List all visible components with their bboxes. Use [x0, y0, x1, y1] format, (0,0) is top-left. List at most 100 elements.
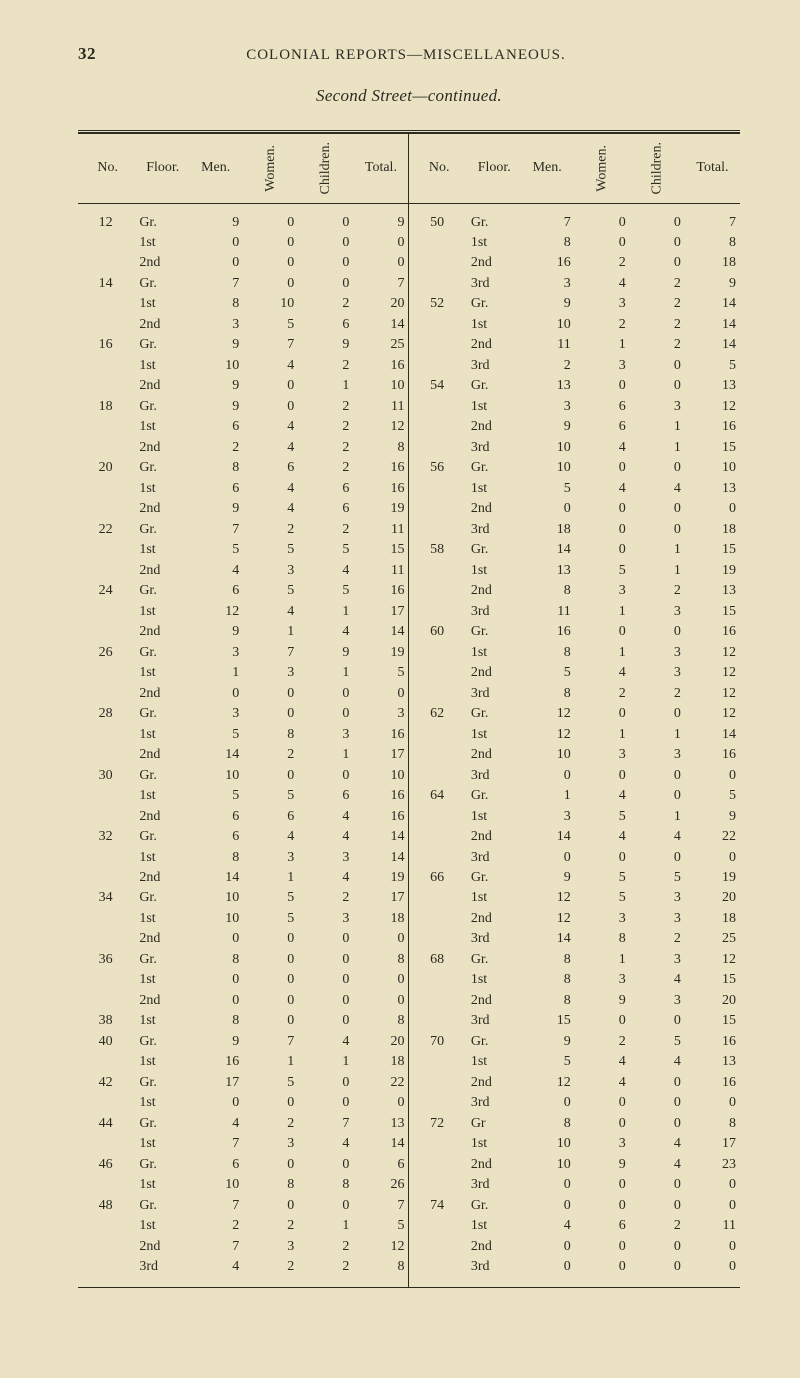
- cell-total: 18: [353, 1053, 409, 1073]
- table-row: 1st00001st8008: [78, 233, 740, 253]
- table-row: 1st1042163rd2305: [78, 356, 740, 376]
- cell-floor: Gr.: [137, 704, 188, 724]
- cell-women: 0: [243, 377, 298, 397]
- cell-no: [78, 1257, 137, 1287]
- cell-no: [78, 745, 137, 765]
- running-head: 32 COLONIAL REPORTS—MISCELLANEOUS.: [78, 44, 740, 64]
- table-row: 2nd9141460Gr.160016: [78, 622, 740, 642]
- table-row: 1st583161st121114: [78, 725, 740, 745]
- cell-floor: 3rd: [469, 520, 520, 540]
- table-row: 2nd732122nd0000: [78, 1237, 740, 1257]
- cell-children: 0: [298, 1073, 353, 1093]
- table-row: 24Gr.655162nd83213: [78, 581, 740, 601]
- cell-total: 9: [685, 807, 740, 827]
- cell-floor: 3rd: [469, 684, 520, 704]
- cell-floor: Gr.: [137, 520, 188, 540]
- cell-total: 8: [353, 1257, 409, 1287]
- cell-no: [78, 1237, 137, 1257]
- cell-children: 0: [298, 1196, 353, 1216]
- cell-floor: 2nd: [469, 745, 520, 765]
- cell-men: 0: [188, 233, 243, 253]
- cell-no: [409, 1257, 469, 1287]
- cell-women: 4: [243, 479, 298, 499]
- cell-total: 11: [685, 1216, 740, 1236]
- cell-children: 9: [298, 643, 353, 663]
- cell-men: 3: [520, 397, 575, 417]
- cell-no: [409, 971, 469, 991]
- cell-floor: 1st: [137, 971, 188, 991]
- table-row: 18Gr.902111st36312: [78, 397, 740, 417]
- cell-children: 2: [298, 459, 353, 479]
- cell-men: 8: [188, 1012, 243, 1032]
- cell-children: 2: [630, 336, 685, 356]
- cell-women: 3: [575, 295, 630, 315]
- cell-children: 6: [298, 315, 353, 335]
- table-row: 2nd356141st102214: [78, 315, 740, 335]
- cell-no: [78, 725, 137, 745]
- cell-floor: 2nd: [137, 868, 188, 888]
- cell-women: 5: [243, 540, 298, 560]
- cell-children: 2: [630, 274, 685, 294]
- cell-floor: 1st: [137, 1135, 188, 1155]
- cell-no: [78, 479, 137, 499]
- table-row: 46Gr.60062nd109423: [78, 1155, 740, 1175]
- cell-no: [409, 766, 469, 786]
- running-head-title: COLONIAL REPORTS—MISCELLANEOUS.: [96, 47, 716, 64]
- cell-children: 0: [630, 622, 685, 642]
- cell-floor: 3rd: [469, 602, 520, 622]
- cell-women: 0: [575, 1196, 630, 1216]
- cell-no: [409, 397, 469, 417]
- cell-total: 15: [353, 540, 409, 560]
- th-total-right: Total.: [685, 134, 740, 204]
- cell-children: 3: [630, 602, 685, 622]
- cell-women: 0: [243, 1155, 298, 1175]
- cell-no: 36: [78, 950, 137, 970]
- cell-no: [409, 930, 469, 950]
- cell-no: [409, 909, 469, 929]
- cell-children: 8: [298, 1175, 353, 1195]
- cell-women: 2: [243, 1257, 298, 1287]
- cell-no: [409, 315, 469, 335]
- cell-floor: Gr.: [469, 786, 520, 806]
- table-row: 2nd9011054Gr.130013: [78, 377, 740, 397]
- cell-total: 16: [353, 581, 409, 601]
- cell-total: 16: [685, 745, 740, 765]
- cell-children: 4: [630, 1053, 685, 1073]
- th-men-left: Men.: [188, 134, 243, 204]
- cell-total: 12: [685, 397, 740, 417]
- cell-no: 14: [78, 274, 137, 294]
- cell-men: 7: [520, 203, 575, 233]
- cell-children: 5: [298, 581, 353, 601]
- cell-total: 15: [685, 1012, 740, 1032]
- cell-children: 0: [630, 848, 685, 868]
- cell-floor: 2nd: [469, 418, 520, 438]
- cell-floor: 2nd: [469, 909, 520, 929]
- cell-floor: 1st: [137, 1216, 188, 1236]
- cell-children: 2: [298, 356, 353, 376]
- cell-total: 0: [685, 1257, 740, 1287]
- cell-men: 15: [520, 1012, 575, 1032]
- cell-women: 2: [243, 520, 298, 540]
- cell-no: 64: [409, 786, 469, 806]
- cell-men: 4: [520, 1216, 575, 1236]
- cell-women: 0: [575, 1094, 630, 1114]
- cell-floor: Gr.: [469, 622, 520, 642]
- cell-children: 4: [630, 827, 685, 847]
- cell-men: 3: [520, 807, 575, 827]
- cell-women: 0: [575, 459, 630, 479]
- cell-total: 0: [353, 971, 409, 991]
- cell-total: 14: [685, 336, 740, 356]
- cell-no: [409, 561, 469, 581]
- table-row: 1st22151st46211: [78, 1216, 740, 1236]
- cell-men: 12: [520, 1073, 575, 1093]
- cell-children: 0: [630, 1237, 685, 1257]
- cell-total: 5: [353, 663, 409, 683]
- cell-floor: Gr.: [469, 459, 520, 479]
- cell-women: 1: [575, 643, 630, 663]
- cell-no: [78, 684, 137, 704]
- cell-total: 15: [685, 602, 740, 622]
- cell-total: 8: [353, 1012, 409, 1032]
- cell-men: 0: [520, 766, 575, 786]
- cell-no: [78, 1216, 137, 1236]
- cell-floor: 1st: [137, 1094, 188, 1114]
